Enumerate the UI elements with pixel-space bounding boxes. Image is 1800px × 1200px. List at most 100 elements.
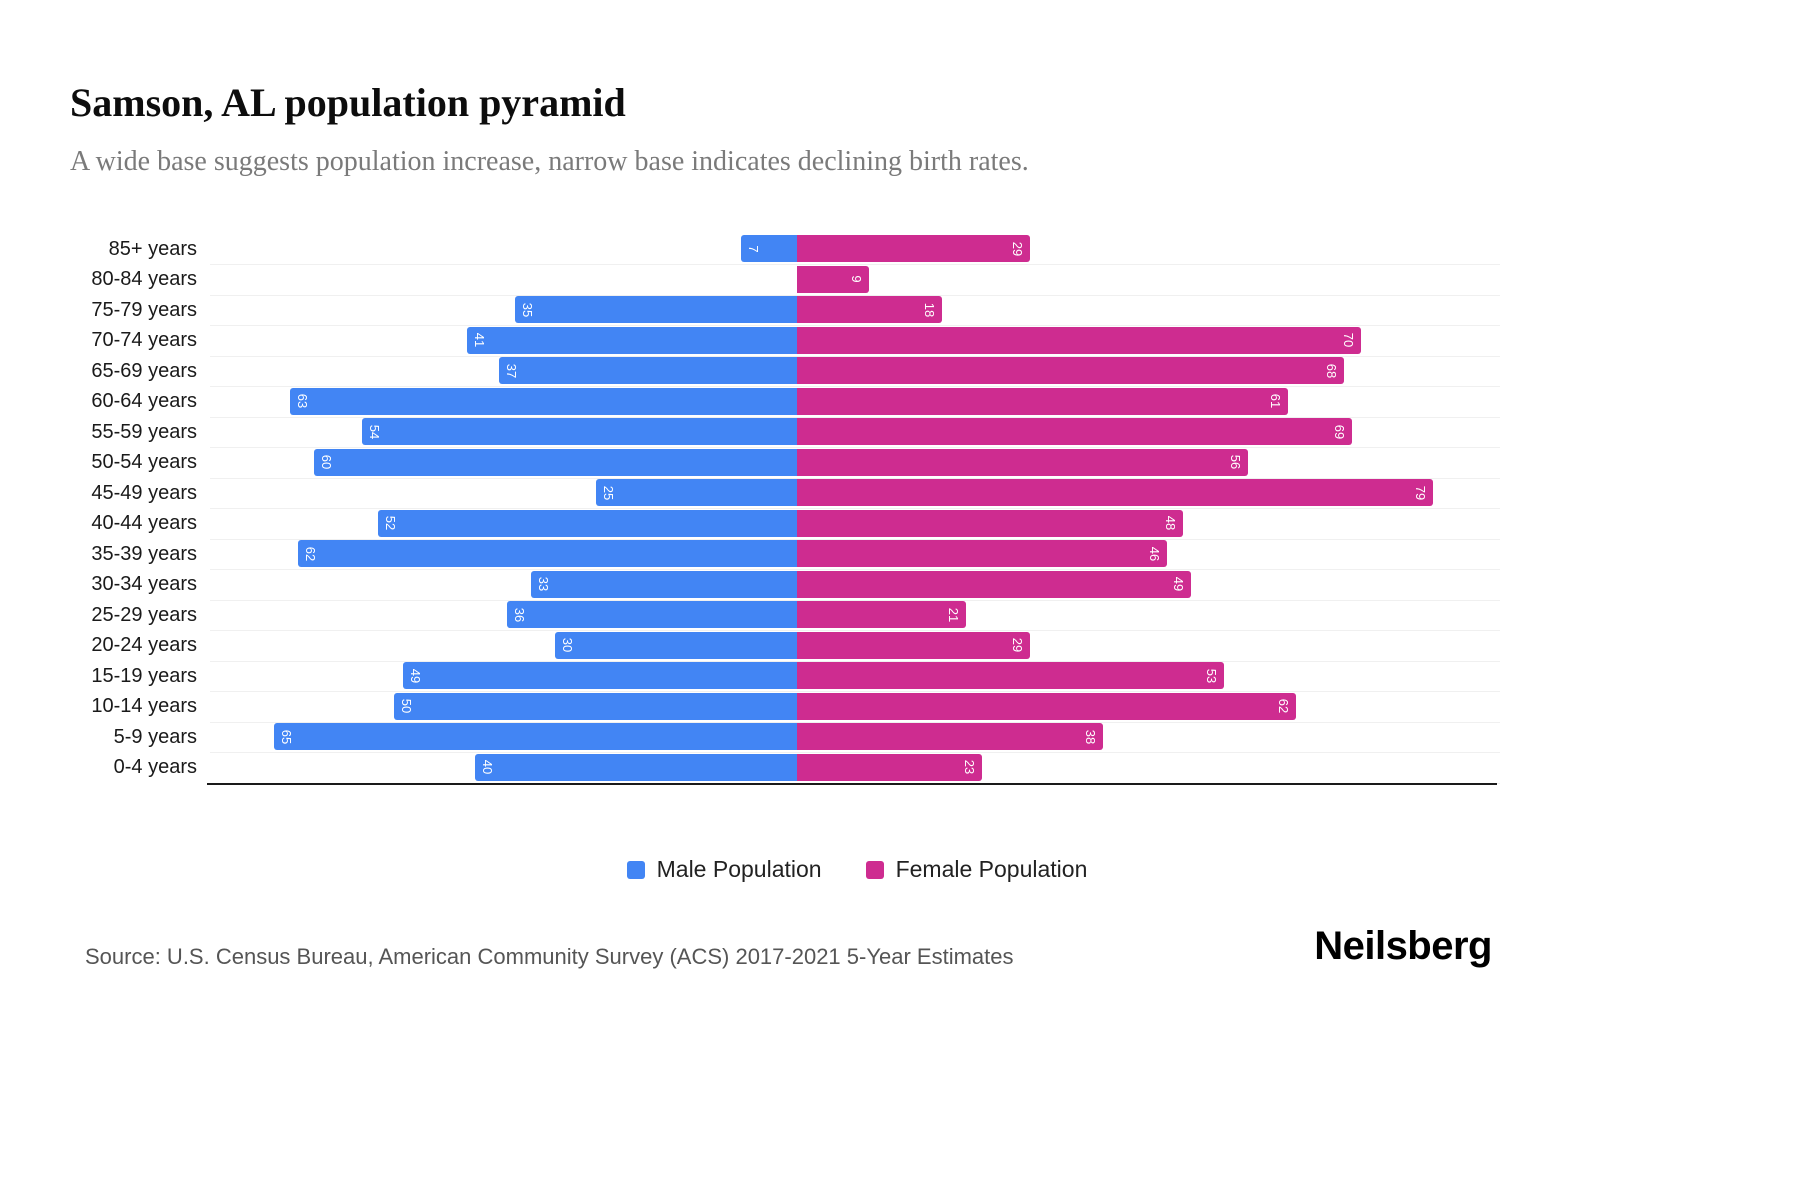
- legend-item-male: Male Population: [626, 856, 822, 883]
- male-bar-value: 30: [560, 638, 575, 653]
- female-bar-value: 53: [1204, 668, 1219, 683]
- male-half: 54: [210, 418, 797, 446]
- age-group-label: 65-69 years: [91, 359, 197, 382]
- male-bar: 40: [475, 753, 797, 781]
- male-half: 65: [210, 723, 797, 751]
- male-bar-value: 50: [399, 699, 414, 714]
- female-bar-value: 21: [946, 607, 961, 622]
- male-bar: 35: [515, 296, 797, 324]
- male-bar-value: 65: [279, 729, 294, 744]
- pyramid-track: 7 29: [210, 234, 1500, 265]
- male-legend-label: Male Population: [656, 856, 822, 882]
- pyramid-track: 30 29: [210, 630, 1500, 662]
- male-bar-value: 7: [746, 245, 761, 253]
- male-half: 33: [210, 570, 797, 598]
- pyramid-row: 55-59 years 54 69: [70, 417, 1500, 448]
- male-bar-value: 41: [472, 333, 487, 348]
- male-legend-swatch-icon: [626, 860, 645, 879]
- age-group-label: 5-9 years: [113, 725, 197, 748]
- female-bar-value: 9: [849, 275, 864, 283]
- pyramid-row: 10-14 years 50 62: [70, 692, 1500, 723]
- male-bar-value: 40: [480, 760, 495, 775]
- female-half: 9: [797, 265, 1495, 293]
- male-bar: 63: [290, 387, 797, 415]
- age-group-label: 25-29 years: [91, 603, 197, 626]
- population-pyramid-chart: 85+ years 7 29 80-84 years 9 75-79 years 35 18 7…: [70, 234, 1500, 785]
- source-attribution: Source: U.S. Census Bureau, American Com…: [85, 944, 1014, 969]
- pyramid-track: 54 69: [210, 417, 1500, 448]
- female-half: 56: [797, 448, 1495, 476]
- pyramid-track: 35 18: [210, 295, 1500, 326]
- male-bar: 62: [298, 540, 797, 568]
- female-bar: 68: [797, 357, 1344, 385]
- male-half: 30: [210, 631, 797, 659]
- page-title: Samson, AL population pyramid: [70, 79, 626, 125]
- female-bar: 48: [797, 509, 1183, 537]
- female-half: 18: [797, 296, 1495, 324]
- pyramid-track: 37 68: [210, 356, 1500, 387]
- female-bar-value: 38: [1083, 729, 1098, 744]
- age-group-label: 50-54 years: [91, 451, 197, 474]
- age-group-label: 70-74 years: [91, 329, 197, 352]
- male-bar: 7: [741, 235, 797, 263]
- male-half: 7: [210, 235, 797, 263]
- female-bar-value: 62: [1276, 699, 1291, 714]
- male-bar-value: 49: [408, 668, 423, 683]
- age-group-label: 40-44 years: [91, 512, 197, 535]
- male-bar-value: 63: [295, 394, 310, 409]
- pyramid-track: 65 38: [210, 722, 1500, 753]
- male-bar: 52: [378, 509, 797, 537]
- male-bar-value: 52: [383, 516, 398, 531]
- pyramid-row: 40-44 years 52 48: [70, 509, 1500, 540]
- age-group-label: 10-14 years: [91, 695, 197, 718]
- male-bar-value: 37: [504, 363, 519, 378]
- female-legend-swatch-icon: [865, 860, 884, 879]
- female-bar: 79: [797, 479, 1433, 507]
- pyramid-track: 25 79: [210, 478, 1500, 509]
- male-bar: 33: [531, 570, 797, 598]
- female-bar-value: 29: [1010, 638, 1025, 653]
- male-half: 37: [210, 357, 797, 385]
- female-bar: 53: [797, 662, 1224, 690]
- female-bar-value: 29: [1010, 241, 1025, 256]
- pyramid-row: 0-4 years 40 23: [70, 753, 1500, 784]
- brand-logo: Neilsberg: [1314, 924, 1492, 968]
- age-group-label: 30-34 years: [91, 573, 197, 596]
- pyramid-track: 63 61: [210, 386, 1500, 418]
- female-bar: 21: [797, 601, 966, 629]
- pyramid-row: 25-29 years 36 21: [70, 600, 1500, 631]
- female-bar-value: 46: [1147, 546, 1162, 561]
- pyramid-track: 60 56: [210, 447, 1500, 479]
- female-bar-value: 68: [1324, 363, 1339, 378]
- female-bar: 46: [797, 540, 1167, 568]
- female-bar: 49: [797, 570, 1191, 598]
- age-group-label: 45-49 years: [91, 481, 197, 504]
- female-bar-value: 61: [1268, 394, 1283, 409]
- male-half: 41: [210, 326, 797, 354]
- x-axis-line: [207, 783, 1497, 785]
- female-bar: 23: [797, 753, 982, 781]
- pyramid-row: 35-39 years 62 46: [70, 539, 1500, 570]
- male-bar-value: 62: [303, 546, 318, 561]
- male-bar: 30: [555, 631, 797, 659]
- pyramid-row: 70-74 years 41 70: [70, 326, 1500, 357]
- female-half: 23: [797, 753, 1495, 781]
- pyramid-row: 30-34 years 33 49: [70, 570, 1500, 601]
- female-half: 62: [797, 692, 1495, 720]
- female-half: 69: [797, 418, 1495, 446]
- pyramid-row: 60-64 years 63 61: [70, 387, 1500, 418]
- male-half: 52: [210, 509, 797, 537]
- male-bar: 65: [274, 723, 797, 751]
- pyramid-track: 49 53: [210, 661, 1500, 692]
- male-bar: 54: [362, 418, 797, 446]
- female-half: 70: [797, 326, 1495, 354]
- female-bar: 62: [797, 692, 1296, 720]
- pyramid-track: 33 49: [210, 569, 1500, 601]
- female-half: 53: [797, 662, 1495, 690]
- pyramid-row: 15-19 years 49 53: [70, 661, 1500, 692]
- male-half: 35: [210, 296, 797, 324]
- chart-legend: Male Population Female Population: [0, 856, 1714, 883]
- male-bar-value: 54: [367, 424, 382, 439]
- pyramid-row: 65-69 years 37 68: [70, 356, 1500, 387]
- age-group-label: 20-24 years: [91, 634, 197, 657]
